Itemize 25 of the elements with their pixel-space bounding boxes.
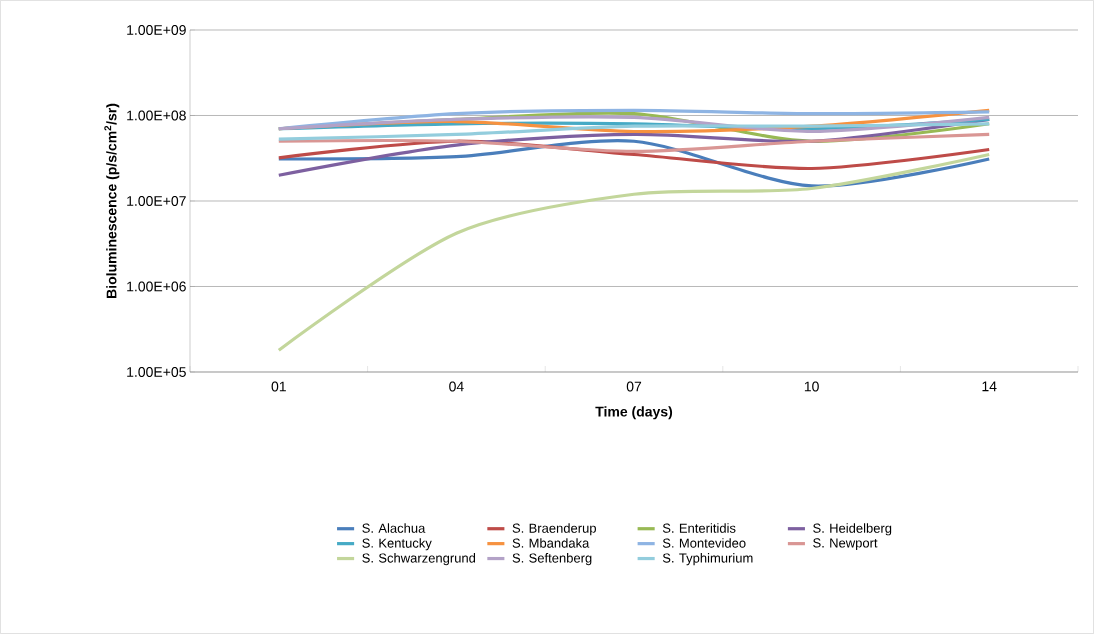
x-tick-label: 01 [271, 381, 286, 392]
y-axis-title: Bioluminescence (p/s/cm$^{2}$/sr) [104, 103, 120, 298]
legend-label: S. Seftenberg [512, 553, 592, 566]
legend-label: S. Montevideo [662, 538, 746, 548]
y-tick-label: 1.00E+08 [127, 110, 186, 121]
legend-label: S. Alachua [362, 523, 426, 533]
legend-label: S. Mbandaka [512, 538, 590, 548]
line-series [277, 122, 991, 141]
x-tick-label: 07 [626, 381, 642, 392]
y-tick-label: 1.00E+06 [127, 281, 186, 292]
line-series [277, 152, 991, 352]
x-tick-label: 04 [449, 381, 464, 392]
x-axis-title: Time (days) [595, 406, 673, 420]
legend-label: S. Schwarzengrund [362, 553, 476, 566]
x-tick-label: 10 [804, 381, 819, 392]
legend-label: S. Braenderup [512, 523, 596, 536]
y-tick-label: 1.00E+09 [127, 25, 186, 35]
y-tick-label: 1.00E+07 [127, 196, 186, 206]
y-tick-label: 1.00E+05 [127, 367, 186, 377]
legend-label: S. Newport [813, 538, 878, 551]
legend-label: S. Kentucky [362, 538, 432, 551]
legend-label: S. Heidelberg [813, 523, 892, 536]
legend-label: S. Typhimurium [662, 553, 753, 566]
x-tick-label: 14 [982, 381, 997, 392]
legend-label: S. Enteritidis [662, 523, 736, 533]
